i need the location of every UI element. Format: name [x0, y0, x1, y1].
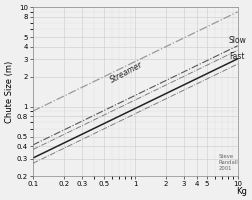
X-axis label: Kg: Kg [236, 187, 247, 196]
Text: Steve
Randall
2001: Steve Randall 2001 [218, 154, 238, 171]
Text: Streamer: Streamer [109, 60, 144, 85]
Text: Slow: Slow [229, 36, 247, 45]
Y-axis label: Chute Size (m): Chute Size (m) [5, 61, 14, 123]
Text: Fast: Fast [229, 52, 244, 61]
